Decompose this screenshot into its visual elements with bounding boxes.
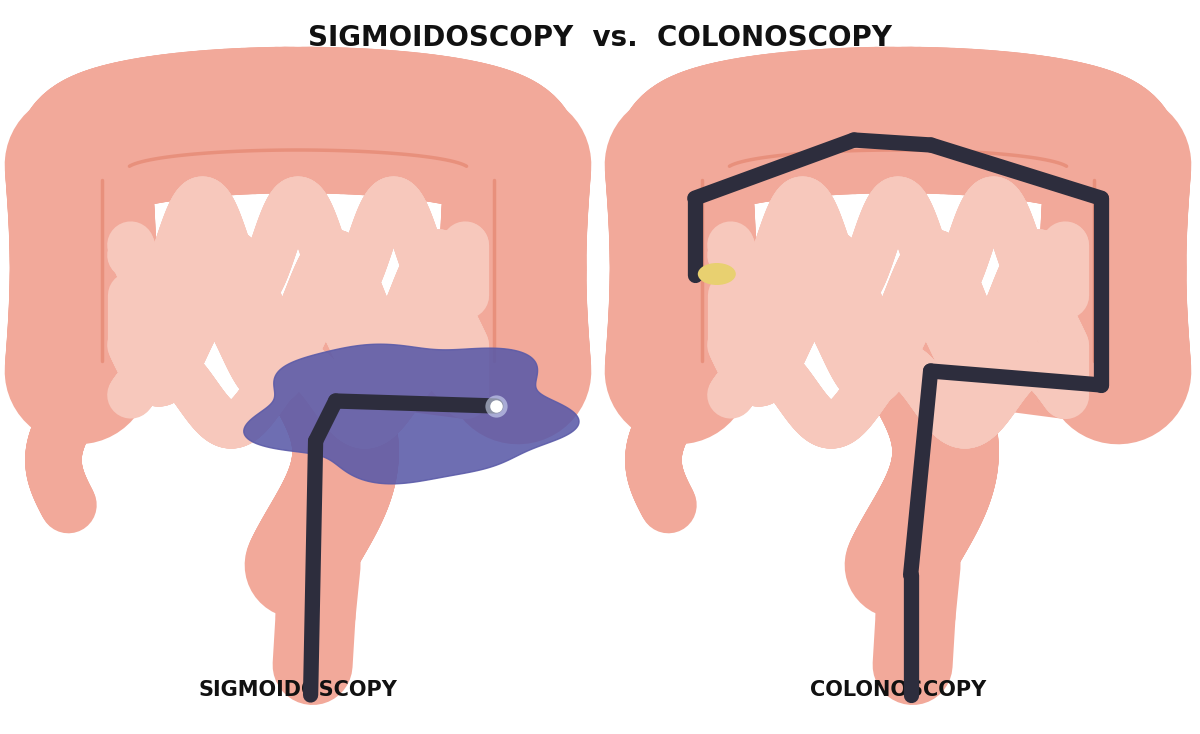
Circle shape	[1151, 310, 1181, 341]
Circle shape	[1151, 264, 1181, 294]
Circle shape	[138, 77, 168, 107]
Circle shape	[616, 150, 646, 180]
Circle shape	[43, 490, 84, 530]
Circle shape	[998, 70, 1028, 100]
Circle shape	[551, 287, 581, 317]
Circle shape	[1027, 77, 1057, 107]
Circle shape	[616, 333, 646, 363]
Circle shape	[883, 57, 913, 87]
Circle shape	[551, 264, 581, 294]
Circle shape	[797, 65, 827, 95]
Circle shape	[14, 287, 46, 317]
Circle shape	[826, 60, 856, 90]
Circle shape	[1151, 356, 1181, 386]
Circle shape	[643, 490, 684, 530]
Circle shape	[370, 65, 400, 95]
Ellipse shape	[698, 263, 736, 285]
Circle shape	[616, 287, 646, 317]
Circle shape	[1151, 196, 1181, 226]
Circle shape	[485, 92, 516, 122]
Circle shape	[1151, 173, 1181, 203]
Circle shape	[254, 58, 284, 88]
Circle shape	[1151, 241, 1181, 272]
Circle shape	[14, 173, 46, 203]
Circle shape	[312, 58, 342, 88]
Circle shape	[1151, 150, 1181, 180]
Circle shape	[738, 77, 768, 107]
Circle shape	[14, 241, 46, 272]
Circle shape	[551, 173, 581, 203]
Circle shape	[941, 60, 971, 90]
Circle shape	[1056, 84, 1086, 115]
Circle shape	[616, 264, 646, 294]
Circle shape	[709, 84, 739, 115]
Circle shape	[14, 264, 46, 294]
Circle shape	[14, 150, 46, 180]
Circle shape	[616, 196, 646, 226]
Circle shape	[14, 333, 46, 363]
Circle shape	[1151, 287, 1181, 317]
Circle shape	[197, 65, 227, 95]
Circle shape	[616, 356, 646, 386]
Circle shape	[398, 70, 428, 100]
Circle shape	[14, 219, 46, 249]
Circle shape	[14, 196, 46, 226]
Circle shape	[551, 356, 581, 386]
Circle shape	[854, 58, 884, 88]
Circle shape	[1151, 219, 1181, 249]
Circle shape	[14, 356, 46, 386]
Circle shape	[109, 84, 139, 115]
Circle shape	[1086, 92, 1116, 122]
Text: SIGMOIDOSCOPY  vs.  COLONOSCOPY: SIGMOIDOSCOPY vs. COLONOSCOPY	[308, 24, 892, 52]
Circle shape	[616, 173, 646, 203]
Circle shape	[616, 219, 646, 249]
Circle shape	[1151, 333, 1181, 363]
Circle shape	[551, 219, 581, 249]
Circle shape	[767, 70, 797, 100]
Circle shape	[456, 84, 486, 115]
Circle shape	[551, 150, 581, 180]
Circle shape	[551, 196, 581, 226]
Circle shape	[80, 92, 110, 122]
Circle shape	[680, 92, 710, 122]
Circle shape	[970, 65, 1000, 95]
Circle shape	[283, 57, 313, 87]
Polygon shape	[244, 344, 580, 484]
Circle shape	[427, 77, 457, 107]
Text: SIGMOIDOSCOPY: SIGMOIDOSCOPY	[198, 680, 397, 700]
Circle shape	[341, 60, 371, 90]
Circle shape	[14, 310, 46, 341]
Circle shape	[226, 60, 256, 90]
Circle shape	[616, 241, 646, 272]
Circle shape	[551, 241, 581, 272]
Text: COLONOSCOPY: COLONOSCOPY	[810, 680, 986, 700]
Circle shape	[551, 310, 581, 341]
Circle shape	[167, 70, 197, 100]
Circle shape	[616, 310, 646, 341]
Circle shape	[551, 333, 581, 363]
Circle shape	[912, 58, 942, 88]
